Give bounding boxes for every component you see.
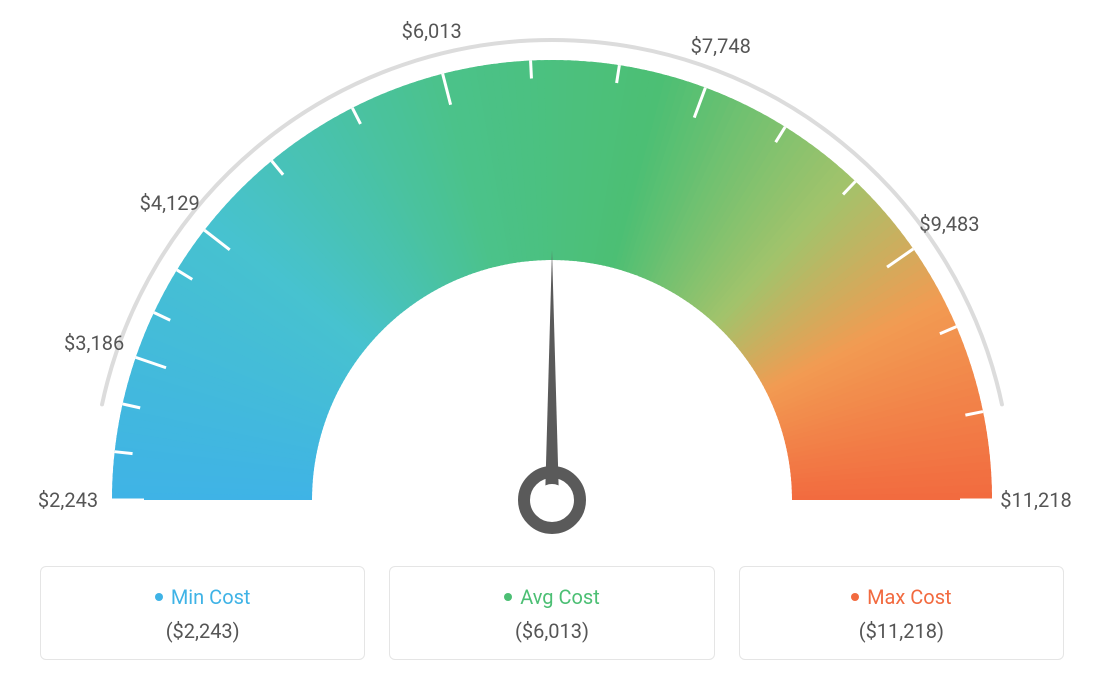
gauge-tick-label: $9,483 — [919, 212, 979, 236]
legend-title-min: Min Cost — [155, 585, 251, 609]
gauge-tick-label: $7,748 — [691, 34, 751, 58]
gauge-area: $2,243 $3,186 $4,129 $6,013 $7,748 $9,483 $11,… — [0, 0, 1104, 540]
gauge-tick-label: $4,129 — [140, 191, 200, 215]
legend-title-min-text: Min Cost — [171, 585, 251, 609]
legend-card-min: Min Cost ($2,243) — [40, 566, 365, 660]
legend-title-max-text: Max Cost — [867, 585, 952, 609]
legend-value-max: ($11,218) — [740, 619, 1063, 643]
dot-max — [851, 593, 859, 601]
legend-card-avg: Avg Cost ($6,013) — [389, 566, 714, 660]
legend-value-min: ($2,243) — [41, 619, 364, 643]
legend-title-max: Max Cost — [851, 585, 952, 609]
gauge-tick-label: $11,218 — [1000, 488, 1071, 512]
legend-title-avg: Avg Cost — [504, 585, 600, 609]
gauge-tick-label: $3,186 — [64, 331, 124, 355]
legend-row: Min Cost ($2,243) Avg Cost ($6,013) Max … — [40, 566, 1064, 660]
cost-gauge-widget: $2,243 $3,186 $4,129 $6,013 $7,748 $9,483 $11,… — [0, 0, 1104, 690]
gauge-tick-label: $2,243 — [38, 488, 98, 512]
legend-card-max: Max Cost ($11,218) — [739, 566, 1064, 660]
gauge-tick-label: $6,013 — [402, 19, 462, 43]
dot-min — [155, 593, 163, 601]
legend-title-avg-text: Avg Cost — [520, 585, 600, 609]
gauge-svg — [0, 0, 1104, 540]
legend-value-avg: ($6,013) — [390, 619, 713, 643]
dot-avg — [504, 593, 512, 601]
